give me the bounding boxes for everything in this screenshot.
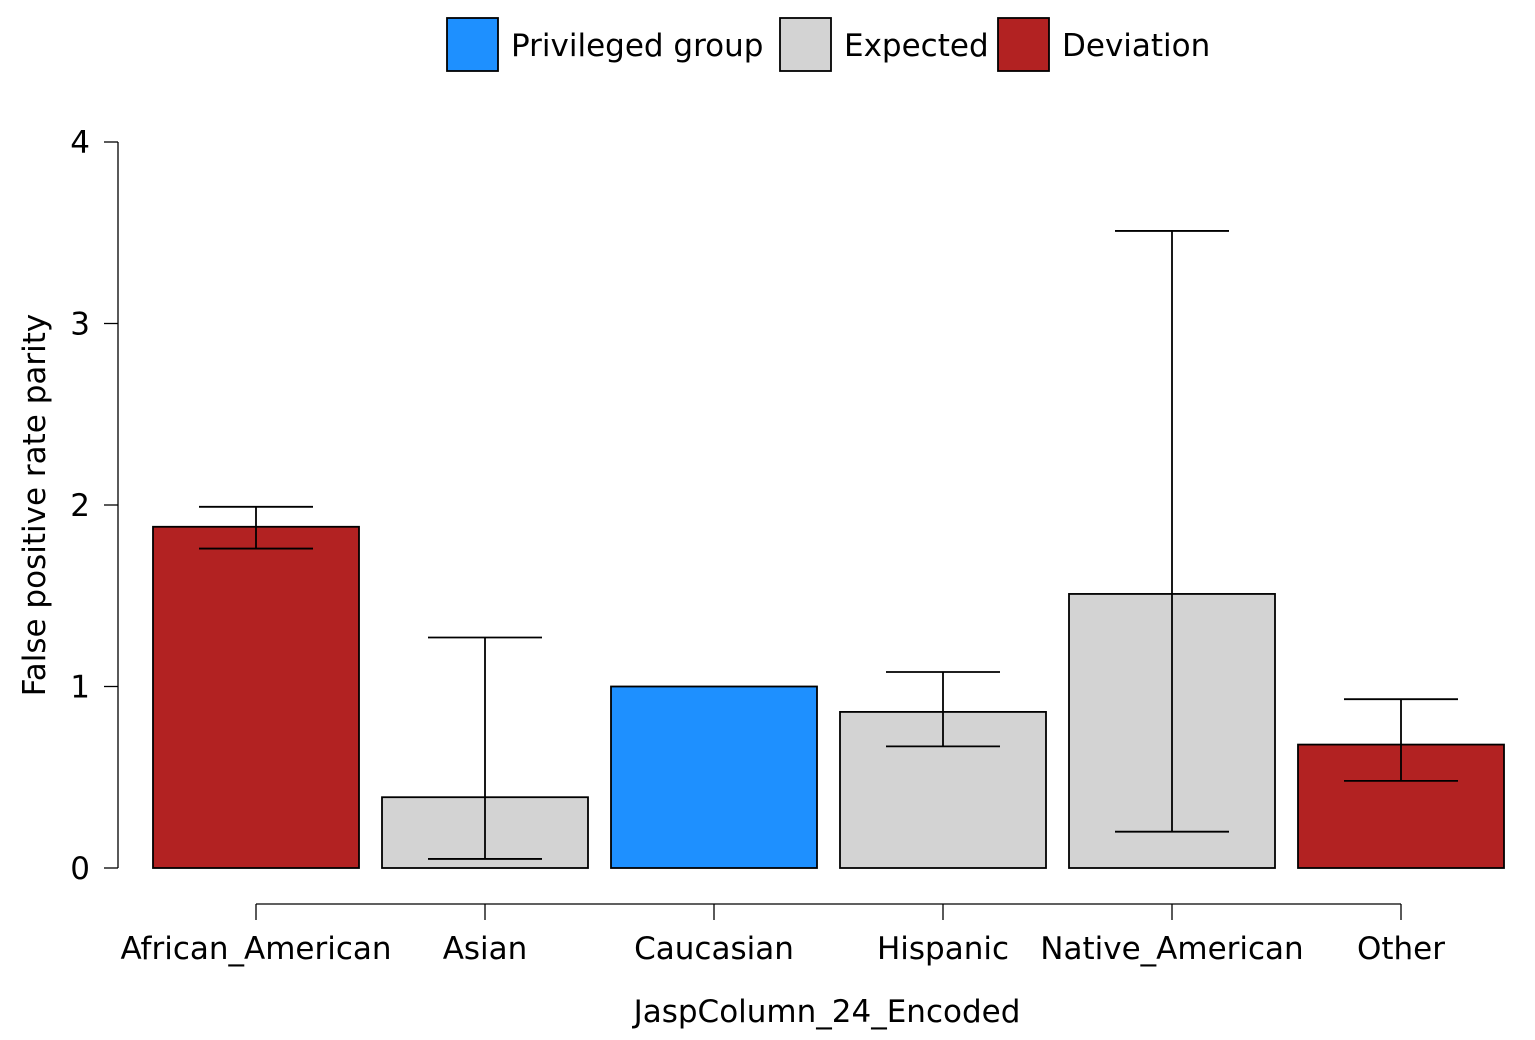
tick-labels: 0 1 2 3 4 African_American Asian Caucasian Hispa… bbox=[70, 125, 1445, 967]
axes bbox=[104, 141, 1402, 920]
x-tick-label: Hispanic bbox=[877, 931, 1009, 967]
legend-swatch bbox=[779, 17, 832, 72]
legend-swatch bbox=[446, 17, 499, 72]
x-tick-label: Other bbox=[1357, 931, 1445, 967]
bar-caucasian bbox=[610, 685, 818, 869]
error-bars bbox=[199, 230, 1458, 860]
legend-label: Deviation bbox=[1062, 28, 1210, 64]
legend-label: Privileged group bbox=[511, 28, 763, 64]
y-tick-label: 3 bbox=[70, 307, 90, 343]
y-tick-label: 4 bbox=[70, 125, 90, 161]
x-axis-label: JaspColumn_24_Encoded bbox=[632, 994, 1021, 1030]
legend: Privileged group Expected Deviation bbox=[446, 17, 1210, 72]
legend-swatch bbox=[997, 17, 1050, 72]
x-tick-label: Asian bbox=[443, 931, 528, 967]
y-tick-label: 2 bbox=[70, 488, 90, 524]
x-tick-label: Caucasian bbox=[634, 931, 794, 967]
bar-african-american bbox=[152, 525, 360, 869]
y-tick-label: 0 bbox=[70, 851, 90, 887]
bars bbox=[152, 525, 1505, 869]
legend-label: Expected bbox=[844, 28, 989, 64]
x-tick-label: African_American bbox=[120, 931, 391, 967]
y-axis-label: False positive rate parity bbox=[17, 314, 53, 696]
y-tick-label: 1 bbox=[70, 670, 90, 706]
x-tick-label: Native_American bbox=[1040, 931, 1303, 967]
